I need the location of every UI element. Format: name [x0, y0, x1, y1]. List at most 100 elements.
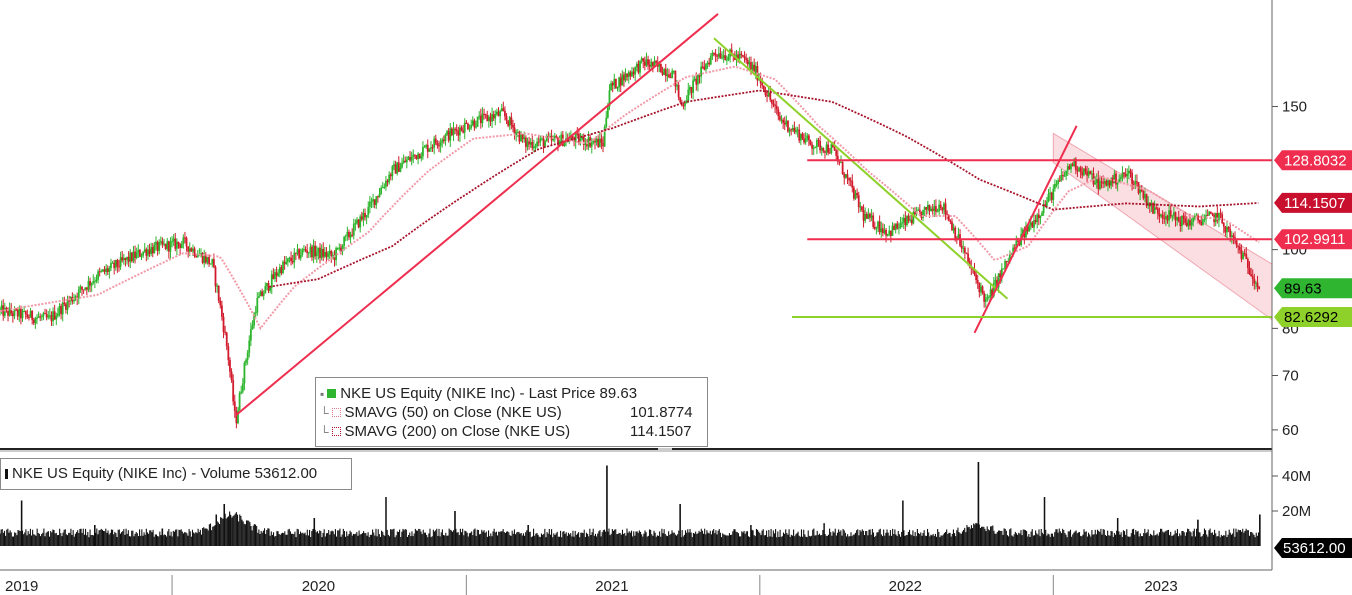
candle-body	[557, 138, 559, 146]
trendlines	[234, 13, 1272, 417]
candle-body	[859, 206, 862, 208]
candle-body	[245, 359, 247, 363]
candle-body	[294, 252, 297, 254]
candle-body	[552, 138, 555, 141]
candle-body	[127, 256, 130, 262]
candle-body	[695, 78, 698, 85]
candle-body	[721, 57, 723, 59]
candle-body	[788, 129, 791, 132]
year-label: 2022	[889, 578, 922, 595]
candle-body	[595, 138, 598, 143]
candle-body	[82, 289, 85, 291]
candle-body	[505, 116, 508, 121]
candle-body	[631, 71, 633, 77]
candle-body	[61, 302, 64, 315]
candle-body	[1147, 202, 1150, 206]
candle-body	[975, 274, 978, 281]
candle-body	[426, 145, 429, 152]
candle-body	[1214, 213, 1217, 222]
candle-body	[391, 166, 394, 177]
candle-body	[980, 286, 982, 293]
candle-body	[89, 280, 91, 286]
candle-body	[605, 117, 608, 127]
candle-body	[304, 249, 307, 251]
candle-body	[997, 273, 1000, 288]
candle-body	[836, 155, 839, 162]
candle-body	[623, 74, 625, 81]
candle-body	[1044, 204, 1047, 206]
candle-body	[753, 64, 756, 74]
candle-body	[782, 119, 785, 123]
candle-body	[484, 114, 487, 116]
volume-tag-bg	[1274, 538, 1352, 558]
candle-body	[835, 150, 838, 156]
candle-body	[71, 297, 74, 302]
candle-body	[677, 84, 680, 98]
candle-body	[48, 315, 51, 317]
candle-body	[377, 196, 379, 198]
candle-body	[151, 247, 154, 254]
candle-body	[37, 316, 40, 318]
candle-body	[532, 146, 535, 149]
candle-body	[1094, 182, 1097, 185]
candle-body	[1012, 247, 1014, 254]
candle-body	[672, 70, 675, 72]
price-tag-bg	[1274, 150, 1352, 171]
candle-body	[425, 145, 428, 147]
candle-body	[655, 60, 658, 63]
candle-body	[423, 146, 426, 148]
candle-body	[1066, 166, 1069, 171]
candle-body	[196, 255, 199, 258]
candle-body	[1036, 214, 1039, 222]
candle-body	[1192, 217, 1195, 223]
candle-body	[1160, 214, 1162, 217]
candle-body	[996, 279, 998, 288]
candle-body	[436, 143, 439, 146]
candle-body	[85, 287, 88, 290]
candle-body	[775, 105, 778, 110]
candle-body	[267, 283, 270, 291]
candle-body	[1004, 260, 1006, 269]
candle-body	[272, 274, 275, 279]
candle-body	[36, 317, 38, 319]
candle-body	[816, 140, 818, 148]
candle-body	[309, 246, 312, 253]
candle-body	[486, 115, 489, 121]
candle-body	[951, 221, 953, 231]
candle-body	[904, 217, 907, 226]
candle-body	[1184, 218, 1187, 223]
candle-body	[1145, 194, 1148, 206]
candle-body	[467, 123, 469, 130]
candle-body	[65, 304, 67, 310]
candle-body	[229, 360, 231, 372]
candle-body	[1039, 215, 1042, 219]
candle-body	[446, 131, 448, 135]
candle-body	[1164, 216, 1167, 219]
candle-body	[891, 225, 894, 236]
candle-body	[780, 119, 783, 121]
candle-body	[431, 147, 434, 149]
candle-body	[791, 127, 794, 131]
candle-body	[1240, 249, 1243, 260]
candle-body	[452, 128, 455, 136]
candle-body	[914, 212, 916, 215]
candle-body	[910, 219, 913, 224]
candle-body	[254, 312, 257, 314]
candle-body	[803, 138, 805, 143]
candle-body	[246, 352, 249, 360]
candle-body	[143, 249, 146, 252]
candle-body	[214, 266, 217, 287]
candle-body	[614, 78, 617, 89]
candle-body	[1071, 164, 1074, 166]
candle-body	[515, 132, 518, 135]
candle-body	[60, 305, 63, 315]
candle-body	[106, 268, 109, 272]
candle-body	[1221, 214, 1224, 223]
candle-body	[241, 383, 244, 392]
candle-body	[413, 154, 416, 156]
candle-body	[314, 245, 317, 257]
candle-body	[1084, 168, 1087, 172]
candle-body	[225, 332, 228, 347]
candle-body	[833, 147, 836, 151]
candle-body	[576, 133, 579, 135]
